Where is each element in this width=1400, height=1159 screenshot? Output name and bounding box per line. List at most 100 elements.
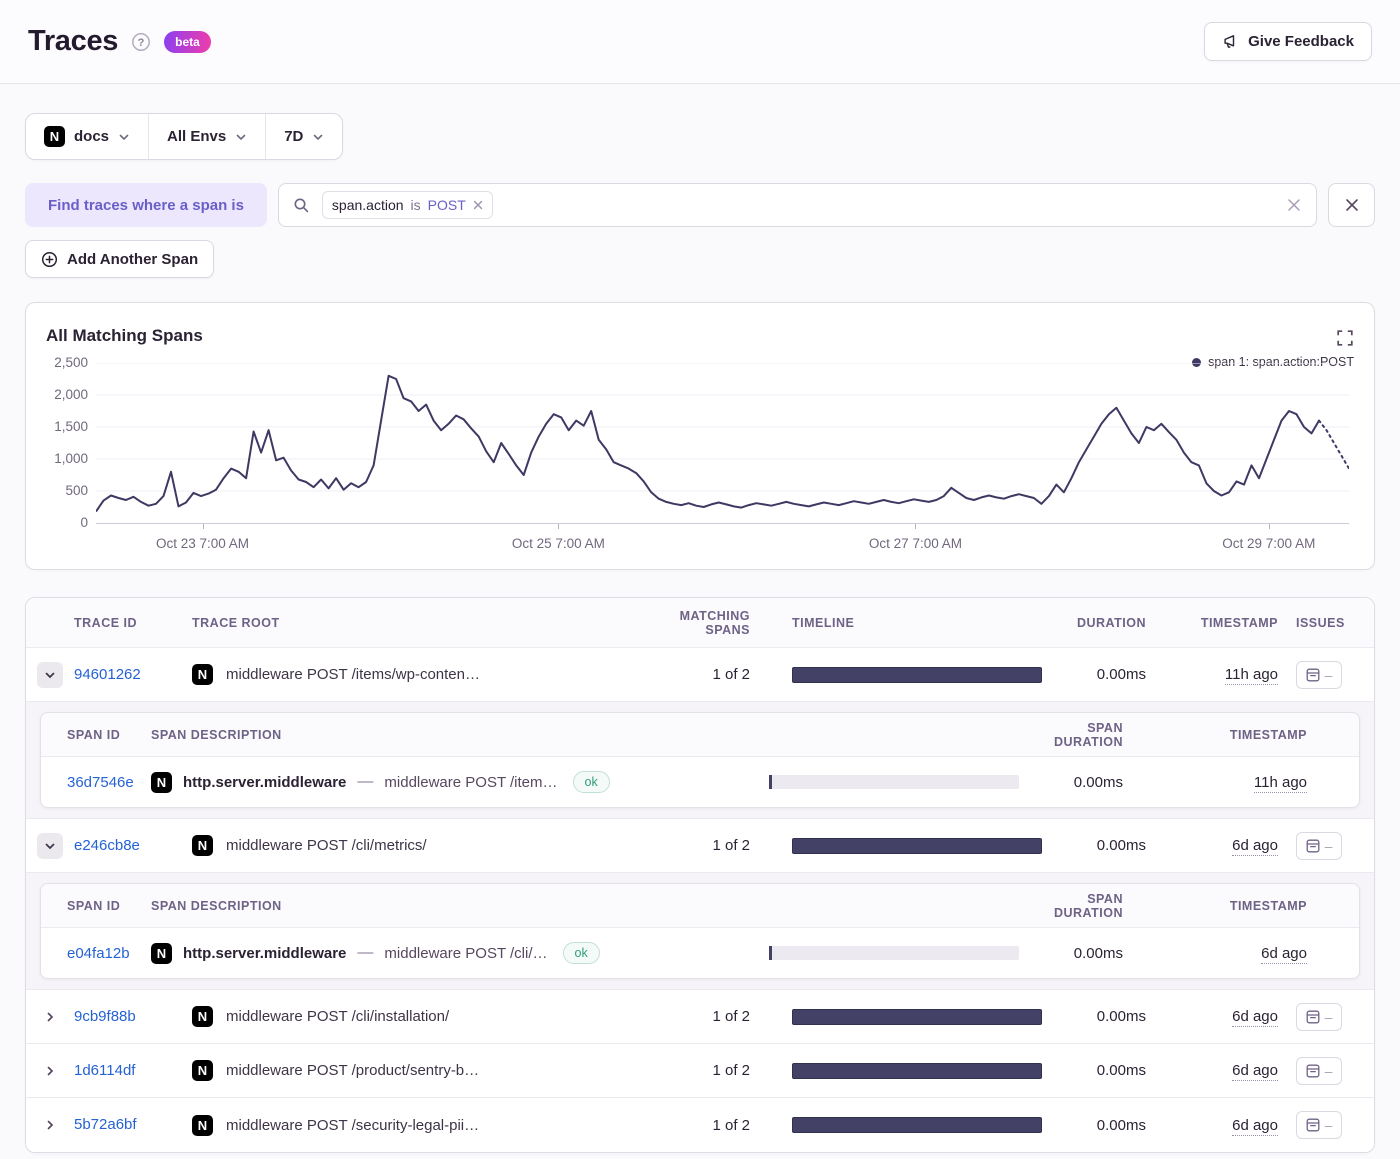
nextjs-icon: N [192, 664, 213, 685]
timeline-bar [792, 666, 1042, 683]
expanded-span-section: SPAN ID SPAN DESCRIPTION SPAN DURATION T… [26, 702, 1374, 819]
dash-separator: — [357, 944, 374, 961]
project-filter[interactable]: N docs [26, 114, 148, 159]
matching-spans-count: 1 of 2 [712, 837, 750, 854]
y-axis-tick-label: 1,000 [54, 451, 88, 466]
trace-timestamp[interactable]: 11h ago [1224, 666, 1278, 685]
issues-count-empty: – [1324, 837, 1333, 854]
span-duration: 0.00ms [1073, 773, 1123, 791]
trace-root-text: middleware POST /cli/metrics/ [226, 837, 427, 854]
issues-icon [1306, 1118, 1320, 1132]
col-span-duration: SPAN DURATION [1053, 720, 1123, 749]
trace-duration: 0.00ms [1096, 1062, 1146, 1079]
token-remove-icon[interactable] [473, 200, 483, 210]
give-feedback-button[interactable]: Give Feedback [1204, 22, 1372, 61]
trace-id-link[interactable]: 1d6114df [74, 1061, 136, 1079]
y-axis-tick-label: 2,500 [54, 355, 88, 370]
matching-spans-count: 1 of 2 [712, 1116, 750, 1134]
timeline-bar [792, 1062, 1042, 1079]
nextjs-icon: N [192, 1114, 213, 1136]
nextjs-icon: N [192, 835, 213, 856]
col-duration: DURATION [1076, 615, 1146, 630]
span-timestamp[interactable]: 6d ago [1261, 944, 1307, 964]
trace-timestamp[interactable]: 6d ago [1232, 837, 1278, 856]
trace-duration: 0.00ms [1096, 1116, 1146, 1134]
nextjs-icon: N [151, 942, 172, 964]
trace-id-link[interactable]: 5b72a6bf [74, 1116, 137, 1133]
col-span-timestamp: TIMESTAMP [1229, 727, 1307, 742]
x-axis-tick-label: Oct 27 7:00 AM [868, 536, 962, 551]
col-timeline: TIMELINE [792, 615, 855, 630]
project-filter-label: docs [74, 128, 110, 145]
issues-button[interactable]: – [1296, 831, 1342, 860]
span-status-badge: ok [572, 771, 610, 793]
trace-id-link[interactable]: e246cb8e [74, 836, 140, 854]
trace-timestamp[interactable]: 6d ago [1232, 1116, 1278, 1136]
search-filter-token[interactable]: span.action is POST [321, 191, 493, 219]
span-search-input[interactable]: span.action is POST [277, 183, 1317, 227]
trace-id-link[interactable]: 94601262 [74, 665, 141, 683]
col-span-description: SPAN DESCRIPTION [151, 727, 282, 742]
span-id-link[interactable]: 36d7546e [67, 773, 134, 791]
issues-button[interactable]: – [1296, 1056, 1342, 1085]
chevron-down-icon [118, 131, 130, 143]
span-id-link[interactable]: e04fa12b [67, 944, 130, 962]
help-icon[interactable]: ? [131, 32, 151, 52]
nextjs-icon: N [192, 1060, 213, 1081]
chart-legend-item[interactable]: span 1: span.action:POST [1192, 355, 1354, 369]
give-feedback-label: Give Feedback [1248, 33, 1354, 50]
remove-span-filter-button[interactable] [1328, 183, 1375, 227]
col-span-id: SPAN ID [67, 898, 121, 913]
expanded-span-section: SPAN ID SPAN DESCRIPTION SPAN DURATION T… [26, 873, 1374, 990]
span-table-header: SPAN ID SPAN DESCRIPTION SPAN DURATION T… [41, 884, 1359, 928]
span-search-row: Find traces where a span is span.action … [25, 183, 1375, 227]
trace-id-link[interactable]: 9cb9f88b [74, 1007, 136, 1025]
search-clear-icon[interactable] [1286, 197, 1302, 213]
date-range-filter[interactable]: 7D [265, 114, 342, 159]
expand-chart-icon[interactable] [1337, 330, 1353, 346]
nextjs-icon: N [44, 126, 65, 147]
traces-table-header: TRACE ID TRACE ROOT MATCHING SPANS TIMEL… [26, 598, 1374, 648]
collapse-row-chevron[interactable] [37, 832, 63, 859]
span-duration: 0.00ms [1073, 944, 1123, 962]
issues-button[interactable]: – [1296, 1002, 1342, 1031]
span-timeline-bar [769, 775, 1019, 789]
x-axis-tick-label: Oct 23 7:00 AM [155, 536, 250, 551]
token-value: POST [427, 197, 466, 213]
legend-dot-icon [1192, 357, 1202, 367]
span-timestamp[interactable]: 11h ago [1253, 773, 1307, 793]
issues-button[interactable]: – [1296, 660, 1342, 689]
traces-table: TRACE ID TRACE ROOT MATCHING SPANS TIMEL… [25, 597, 1375, 1153]
trace-timestamp[interactable]: 6d ago [1232, 1062, 1278, 1081]
expand-row-chevron[interactable] [37, 1058, 63, 1084]
chart-title: All Matching Spans [46, 326, 203, 345]
x-axis-tick [202, 524, 204, 529]
matching-spans-count: 1 of 2 [712, 1008, 750, 1025]
x-axis-tick-label: Oct 25 7:00 AM [511, 536, 605, 551]
span-op: http.server.middleware [183, 773, 347, 791]
trace-timestamp[interactable]: 6d ago [1232, 1008, 1278, 1027]
all-matching-spans-chart: All Matching Spans span 1: span.action:P… [25, 302, 1375, 570]
chart-plot-area [96, 363, 1349, 513]
issues-count-empty: – [1324, 1062, 1333, 1079]
issues-button[interactable]: – [1296, 1111, 1342, 1139]
nextjs-icon: N [151, 771, 172, 793]
collapse-row-chevron[interactable] [37, 661, 63, 688]
expand-row-chevron[interactable] [37, 1112, 63, 1138]
environment-filter[interactable]: All Envs [148, 114, 265, 159]
trace-root-text: middleware POST /product/sentry-b… [226, 1062, 480, 1079]
x-axis-tick [1268, 524, 1270, 529]
col-trace-root: TRACE ROOT [192, 615, 280, 630]
col-span-duration: SPAN DURATION [1053, 891, 1123, 920]
find-traces-label: Find traces where a span is [25, 183, 267, 227]
chart-y-axis: 0 500 1,000 1,500 2,000 2,500 [26, 355, 88, 530]
beta-badge: beta [164, 30, 211, 53]
expand-row-chevron[interactable] [37, 1004, 63, 1030]
add-another-span-button[interactable]: Add Another Span [25, 240, 215, 278]
col-span-timestamp: TIMESTAMP [1229, 898, 1307, 913]
y-axis-tick-label: 0 [80, 515, 88, 530]
